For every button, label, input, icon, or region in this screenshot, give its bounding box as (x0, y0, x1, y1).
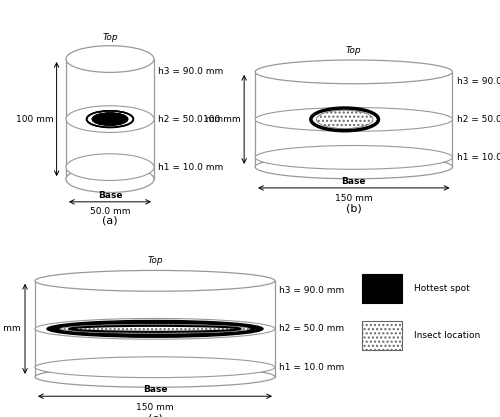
Text: Hottest spot: Hottest spot (414, 284, 470, 293)
Text: Top: Top (102, 33, 118, 42)
Text: Base: Base (98, 191, 122, 200)
Bar (362, 321, 402, 350)
Text: h1 = 10.0 mm: h1 = 10.0 mm (158, 163, 224, 172)
Ellipse shape (86, 111, 134, 127)
Text: (b): (b) (346, 203, 362, 214)
Text: Top: Top (346, 46, 362, 55)
Ellipse shape (66, 106, 154, 133)
Ellipse shape (255, 60, 452, 84)
Ellipse shape (35, 357, 275, 378)
Ellipse shape (66, 166, 154, 193)
Text: h2 = 50.0 mm: h2 = 50.0 mm (158, 115, 223, 123)
Text: h3 = 90.0 mm: h3 = 90.0 mm (279, 286, 344, 295)
Text: Insect location: Insect location (414, 331, 480, 340)
Ellipse shape (35, 367, 275, 387)
Text: 100 mm: 100 mm (203, 115, 240, 124)
Text: h3 = 90.0 mm: h3 = 90.0 mm (457, 77, 500, 86)
Text: h1 = 10.0 mm: h1 = 10.0 mm (457, 153, 500, 162)
Ellipse shape (66, 154, 154, 181)
Text: h1 = 10.0 mm: h1 = 10.0 mm (279, 363, 344, 372)
Ellipse shape (66, 46, 154, 73)
Ellipse shape (35, 319, 275, 339)
Ellipse shape (47, 320, 263, 337)
Text: h2 = 50.0 mm: h2 = 50.0 mm (457, 115, 500, 124)
Text: h2 = 50.0 mm: h2 = 50.0 mm (279, 324, 344, 333)
Text: Base: Base (342, 177, 366, 186)
Ellipse shape (60, 324, 250, 334)
Bar (362, 274, 402, 303)
Ellipse shape (60, 324, 250, 334)
Text: 100 mm: 100 mm (16, 115, 54, 123)
Text: 100 mm: 100 mm (0, 324, 21, 333)
Text: h3 = 90.0 mm: h3 = 90.0 mm (158, 67, 224, 75)
Ellipse shape (92, 113, 128, 126)
Ellipse shape (255, 146, 452, 169)
Text: 150 mm: 150 mm (335, 194, 372, 203)
Ellipse shape (255, 155, 452, 179)
Text: 150 mm: 150 mm (136, 403, 174, 412)
Text: Top: Top (147, 256, 163, 266)
Ellipse shape (35, 271, 275, 291)
Ellipse shape (316, 110, 373, 128)
Text: (c): (c) (148, 413, 162, 417)
Ellipse shape (255, 108, 452, 131)
Ellipse shape (86, 111, 134, 127)
Text: (a): (a) (102, 215, 118, 225)
Text: 50.0 mm: 50.0 mm (90, 207, 130, 216)
Ellipse shape (92, 113, 128, 126)
Text: Base: Base (143, 385, 168, 394)
